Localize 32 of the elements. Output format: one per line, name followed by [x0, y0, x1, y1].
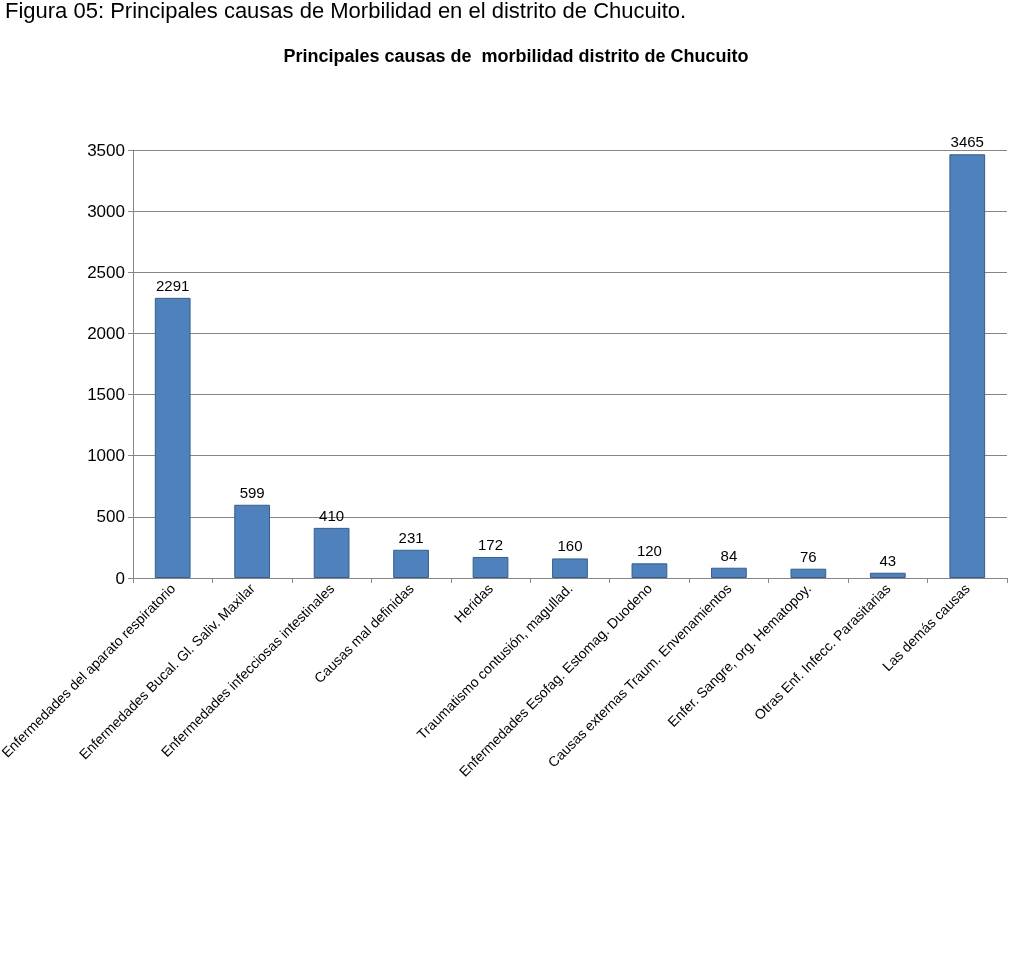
bar	[393, 549, 429, 578]
bar	[234, 504, 271, 578]
y-tick-label: 1000	[87, 446, 125, 466]
bar	[790, 568, 827, 578]
y-tick-label: 1500	[87, 385, 125, 405]
bar	[869, 572, 906, 578]
bar	[313, 527, 350, 578]
y-tick-label: 0	[115, 568, 125, 588]
bar	[472, 556, 509, 578]
bar	[631, 563, 668, 578]
y-tick-label: 3500	[87, 140, 125, 160]
data-label: 231	[398, 528, 424, 546]
y-tick-label: 3000	[87, 201, 125, 221]
bar	[154, 297, 191, 578]
data-label: 43	[879, 551, 897, 569]
bar	[711, 567, 747, 578]
data-label: 84	[720, 546, 738, 564]
y-tick-label: 2000	[87, 323, 125, 343]
bar	[949, 154, 986, 578]
data-label: 172	[478, 535, 504, 553]
data-label: 120	[636, 542, 662, 560]
data-label: 76	[800, 547, 817, 565]
bar	[552, 558, 588, 578]
y-tick-label: 2500	[87, 262, 125, 282]
data-label: 160	[557, 537, 583, 555]
y-tick-label: 500	[96, 507, 125, 527]
data-label: 599	[239, 483, 265, 501]
text: Figura 05: Principales causas de Morbilidad en el distrito de Chucuito.	[5, 0, 687, 23]
data-label: 410	[319, 506, 345, 524]
data-label: 3465	[950, 133, 984, 151]
chart-title: Principales causas de morbilidad distrito de Chucuito	[283, 46, 749, 66]
data-label: 2291	[156, 276, 190, 294]
